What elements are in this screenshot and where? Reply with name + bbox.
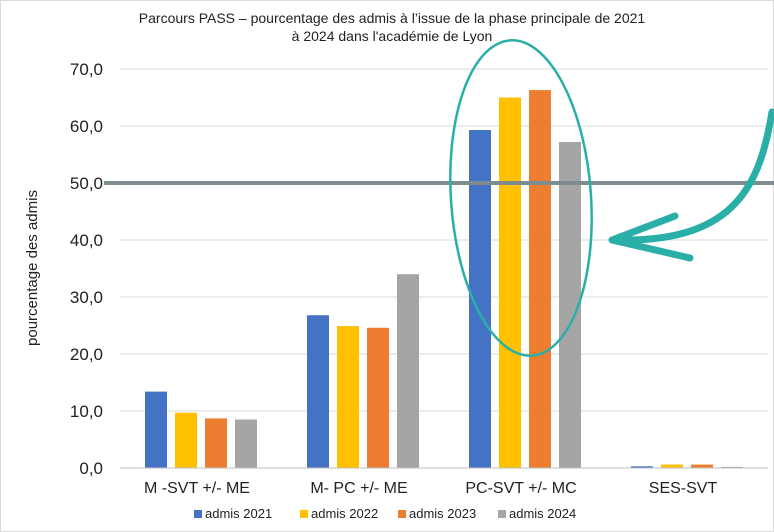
legend-label: admis 2021 (205, 506, 272, 521)
bar (397, 274, 419, 468)
bar (691, 464, 713, 468)
bar (631, 466, 653, 468)
bar (235, 419, 257, 468)
annotation-arrow-icon (621, 108, 774, 244)
bar (175, 412, 197, 468)
bar (721, 466, 743, 468)
bar (367, 327, 389, 468)
y-axis-title: pourcentage des admis (24, 190, 41, 346)
bar (145, 391, 167, 468)
y-tick-label: 60,0 (70, 117, 103, 136)
legend-label: admis 2023 (409, 506, 476, 521)
y-tick-label: 30,0 (70, 288, 103, 307)
x-category-label: PC-SVT +/- MC (465, 480, 576, 497)
y-tick-label: 70,0 (70, 60, 103, 79)
legend-swatch (398, 510, 406, 518)
y-tick-label: 50,0 (70, 174, 103, 193)
y-tick-label: 40,0 (70, 231, 103, 250)
y-tick-label: 10,0 (70, 402, 103, 421)
bar (469, 129, 491, 469)
bar (337, 326, 359, 468)
legend-swatch (300, 510, 308, 518)
y-tick-label: 20,0 (70, 345, 103, 364)
x-category-label: SES-SVT (649, 480, 718, 497)
legend-label: admis 2022 (311, 506, 378, 521)
legend-swatch (194, 510, 202, 518)
annotation-arrowhead-icon (608, 212, 694, 262)
x-category-label: M -SVT +/- ME (144, 480, 250, 497)
legend-label: admis 2024 (509, 506, 576, 521)
bar (307, 315, 329, 468)
highlight-ellipse (449, 39, 593, 357)
bar (661, 464, 683, 468)
bar (529, 90, 551, 468)
y-tick-label: 0,0 (79, 459, 103, 478)
legend-swatch (498, 510, 506, 518)
chart-title-line-2: à 2024 dans l'académie de Lyon (292, 28, 493, 44)
chart-title-line-1: Parcours PASS – pourcentage des admis à … (139, 10, 646, 26)
bar (499, 97, 521, 468)
bar (205, 418, 227, 468)
bar (559, 141, 581, 468)
x-category-label: M- PC +/- ME (310, 480, 407, 497)
